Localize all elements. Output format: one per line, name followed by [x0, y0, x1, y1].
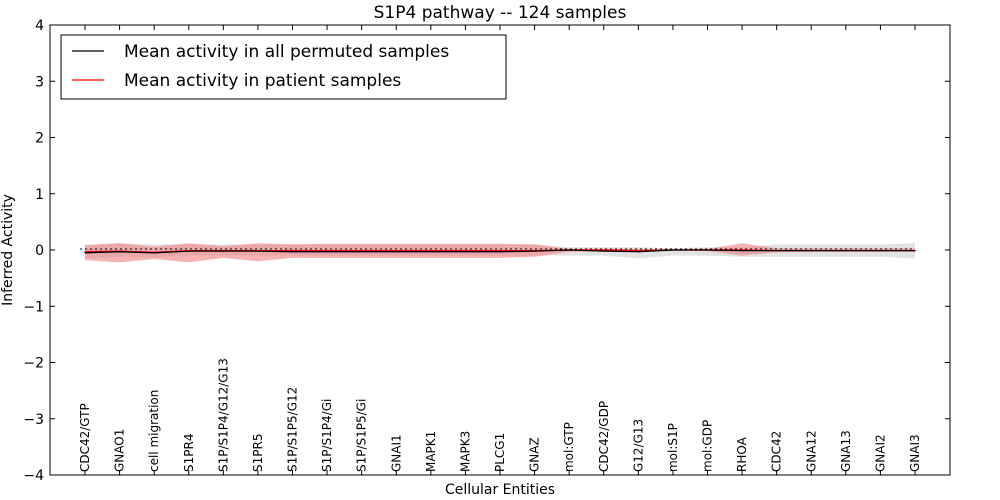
x-tick-label: RHOA — [735, 436, 749, 472]
y-tick-label: −4 — [23, 468, 44, 484]
data-point — [395, 250, 397, 252]
data-point — [291, 251, 294, 253]
data-point — [430, 251, 432, 253]
y-tick-label: 4 — [35, 18, 44, 34]
chart-title: S1P4 pathway -- 124 samples — [374, 3, 627, 23]
x-tick-label: S1P/S1P4/Gi — [320, 399, 334, 472]
confidence-bands — [85, 243, 915, 263]
x-tick-label: GNA12 — [804, 430, 818, 472]
x-tick-label: mol:S1P — [666, 423, 680, 472]
data-point — [603, 249, 605, 251]
x-tick-label: GNAZ — [528, 437, 542, 472]
legend: Mean activity in all permuted samples Me… — [60, 34, 507, 100]
data-point — [119, 251, 121, 253]
x-tick-label: S1PR5 — [251, 434, 265, 472]
data-point — [291, 250, 294, 252]
data-point — [326, 251, 328, 253]
data-point — [395, 251, 397, 253]
data-point — [637, 251, 639, 253]
y-tick-label: −2 — [23, 356, 44, 372]
x-tick-label: GNAI2 — [873, 434, 887, 472]
data-point — [637, 250, 639, 252]
series-lines — [84, 249, 916, 254]
x-tick-label: GNAI1 — [389, 434, 403, 472]
data-point — [672, 249, 674, 251]
data-point — [188, 250, 190, 252]
y-tick-label: 3 — [35, 74, 44, 90]
data-point — [568, 249, 570, 251]
data-point — [810, 250, 812, 252]
data-point — [499, 251, 501, 253]
x-tick-label: S1P/S1P4/G12/G13 — [216, 358, 230, 472]
data-point — [499, 250, 501, 252]
data-point — [706, 249, 709, 251]
band-patient — [85, 243, 915, 263]
x-tick-label: S1PR4 — [182, 434, 196, 472]
y-axis-label: Inferred Activity — [0, 194, 16, 306]
data-point — [361, 250, 363, 252]
y-tick-label: 2 — [35, 131, 44, 147]
x-tick-label: GNAI3 — [908, 434, 922, 472]
x-tick-label: MAPK3 — [458, 431, 472, 472]
y-tick-label: −3 — [23, 412, 44, 428]
y-tick-label: 0 — [35, 243, 44, 259]
y-tick-label: −1 — [23, 299, 44, 315]
legend-label-permuted: Mean activity in all permuted samples — [124, 42, 449, 62]
data-point — [464, 250, 466, 252]
x-tick-label: MAPK1 — [424, 431, 438, 472]
x-tick-label: S1P/S1P5/G12 — [286, 387, 300, 472]
data-point — [914, 250, 916, 252]
data-point — [845, 250, 847, 252]
data-point — [534, 250, 536, 252]
data-point — [84, 251, 86, 253]
x-tick-label: mol:GDP — [701, 420, 715, 472]
legend-label-patient: Mean activity in patient samples — [124, 71, 401, 91]
data-point — [222, 250, 224, 252]
x-tick-label: GNAO1 — [113, 429, 127, 472]
x-tick-label: CDC42/GTP — [78, 403, 92, 472]
data-point — [257, 250, 259, 252]
data-point — [741, 250, 743, 252]
x-tick-label: CDC42/GDP — [597, 401, 611, 472]
x-tick-label: cell migration — [147, 390, 161, 472]
y-axis: −4 −3 −2 −1 0 1 2 3 4 — [23, 18, 950, 484]
x-tick-label: mol:GTP — [562, 422, 576, 472]
x-tick-label: S1P/S1P5/Gi — [355, 399, 369, 472]
legend-box — [60, 34, 507, 100]
x-tick-label: PLCG1 — [493, 433, 507, 472]
data-point — [879, 250, 882, 252]
x-tick-label: CDC42 — [770, 431, 784, 472]
x-tick-label: GNA13 — [839, 430, 853, 472]
x-tick-label: G12/G13 — [631, 419, 645, 472]
data-point — [430, 250, 432, 252]
data-point — [776, 250, 778, 252]
data-point — [361, 251, 363, 253]
data-point — [84, 252, 86, 254]
y-tick-label: 1 — [35, 187, 44, 203]
x-axis-label: Cellular Entities — [445, 482, 555, 498]
data-point — [464, 251, 466, 253]
data-point — [326, 250, 328, 252]
data-point — [603, 250, 605, 252]
x-axis: CDC42/GTP GNAO1 cell migration S1PR4 S1P/S1P… — [78, 25, 922, 475]
data-point — [153, 252, 155, 254]
